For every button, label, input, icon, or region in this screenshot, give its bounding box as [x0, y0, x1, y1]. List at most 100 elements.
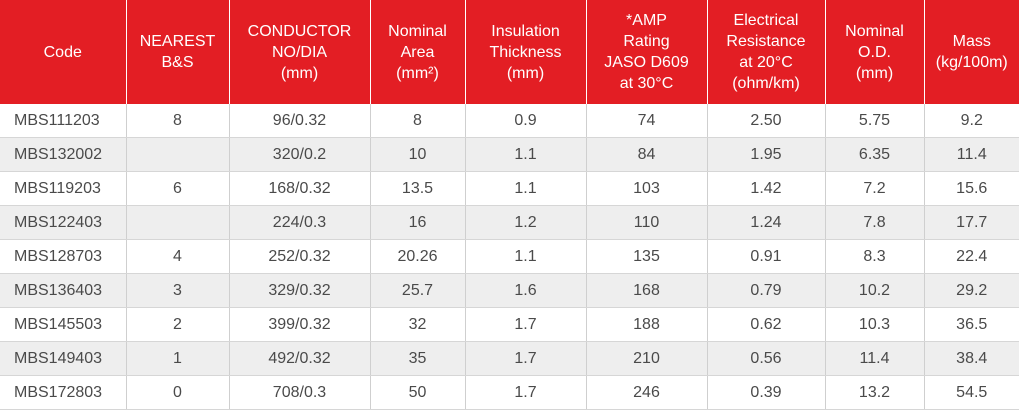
cell-nearest-bs: 6	[126, 171, 230, 206]
cell-nearest-bs: 3	[126, 273, 230, 308]
cell-code: MBS149403	[0, 341, 127, 376]
cell-conductor: 329/0.32	[229, 273, 371, 308]
cell-conductor: 320/0.2	[229, 137, 371, 172]
table-header: Code NEAREST B&S CONDUCTOR NO/DIA (mm) N…	[0, 0, 1019, 104]
cell-insulation-thickness: 1.1	[465, 137, 587, 172]
cell-nominal-area: 32	[370, 307, 466, 342]
header-line: Thickness	[489, 43, 562, 61]
header-line: Code	[43, 43, 82, 61]
header-line: (mm)	[855, 64, 894, 82]
cell-code: MBS132002	[0, 137, 127, 172]
cell-nominal-area: 8	[370, 104, 466, 138]
header-insulation-thickness: Insulation Thickness (mm)	[465, 0, 587, 104]
table-row: MBS119203 6 168/0.32 13.5 1.1 103 1.42 7.2 15.6	[0, 171, 1019, 206]
header-line: O.D.	[858, 43, 891, 61]
cell-amp-rating: 84	[586, 137, 708, 172]
table-row: MBS132002 320/0.2 10 1.1 84 1.95 6.35 11.4	[0, 137, 1019, 172]
cell-nominal-od: 5.75	[825, 104, 925, 138]
cell-nominal-od: 10.2	[825, 273, 925, 308]
cell-conductor: 224/0.3	[229, 205, 371, 240]
header-line: at 30°C	[619, 75, 674, 92]
cell-mass: 38.4	[924, 341, 1019, 376]
cell-insulation-thickness: 1.6	[465, 273, 587, 308]
cell-insulation-thickness: 1.2	[465, 205, 587, 240]
cell-nominal-area: 10	[370, 137, 466, 172]
cell-electrical-resistance: 0.91	[707, 239, 826, 274]
cell-insulation-thickness: 1.1	[465, 239, 587, 274]
cell-nominal-area: 13.5	[370, 171, 466, 206]
header-line: Mass	[952, 33, 991, 50]
header-line: NEAREST	[139, 33, 216, 50]
cell-nearest-bs: 2	[126, 307, 230, 342]
cell-conductor: 96/0.32	[229, 104, 371, 138]
table-row: MBS122403 224/0.3 16 1.2 110 1.24 7.8 17.7	[0, 205, 1019, 240]
header-line: B&S	[161, 54, 194, 71]
cell-insulation-thickness: 1.1	[465, 171, 587, 206]
table-row: MBS111203 8 96/0.32 8 0.9 74 2.50 5.75 9.2	[0, 104, 1019, 138]
table-row: MBS149403 1 492/0.32 35 1.7 210 0.56 11.4 38.4	[0, 341, 1019, 376]
cell-nominal-od: 6.35	[825, 137, 925, 172]
cell-conductor: 399/0.32	[229, 307, 371, 342]
cell-nominal-od: 7.2	[825, 171, 925, 206]
cell-mass: 17.7	[924, 205, 1019, 240]
header-nominal-od: Nominal O.D. (mm)	[825, 0, 925, 104]
cell-insulation-thickness: 1.7	[465, 341, 587, 376]
cell-nominal-od: 10.3	[825, 307, 925, 342]
cell-nearest-bs	[126, 205, 230, 240]
cell-amp-rating: 103	[586, 171, 708, 206]
cell-amp-rating: 168	[586, 273, 708, 308]
cell-nominal-od: 13.2	[825, 375, 925, 410]
header-line: Electrical	[733, 12, 799, 29]
cell-electrical-resistance: 1.24	[707, 205, 826, 240]
cell-nominal-area: 20.26	[370, 239, 466, 274]
cell-nominal-area: 25.7	[370, 273, 466, 308]
cell-mass: 29.2	[924, 273, 1019, 308]
cell-code: MBS111203	[0, 104, 127, 138]
cell-amp-rating: 135	[586, 239, 708, 274]
header-electrical-resistance: Electrical Resistance at 20°C (ohm/km)	[707, 0, 826, 104]
cell-electrical-resistance: 0.39	[707, 375, 826, 410]
header-line: (mm)	[280, 64, 319, 82]
cell-conductor: 492/0.32	[229, 341, 371, 376]
header-line: Area	[400, 43, 435, 61]
header-line: *AMP	[626, 12, 667, 29]
cell-electrical-resistance: 1.42	[707, 171, 826, 206]
cell-mass: 54.5	[924, 375, 1019, 410]
cell-amp-rating: 246	[586, 375, 708, 410]
cell-nominal-area: 35	[370, 341, 466, 376]
table-row: MBS136403 3 329/0.32 25.7 1.6 168 0.79 10.2 29.2	[0, 273, 1019, 308]
cell-nearest-bs: 1	[126, 341, 230, 376]
header-line: JASO D609	[604, 54, 689, 71]
table-row: MBS145503 2 399/0.32 32 1.7 188 0.62 10.3 36.5	[0, 307, 1019, 342]
cell-mass: 15.6	[924, 171, 1019, 206]
cell-nominal-od: 11.4	[825, 341, 925, 376]
cell-amp-rating: 188	[586, 307, 708, 342]
cell-code: MBS122403	[0, 205, 127, 240]
cell-amp-rating: 74	[586, 104, 708, 138]
cell-code: MBS136403	[0, 273, 127, 308]
cell-nearest-bs: 0	[126, 375, 230, 410]
header-line: Nominal	[845, 22, 904, 40]
header-line: NO/DIA	[271, 43, 328, 61]
header-line: (ohm/km)	[732, 75, 800, 92]
cell-insulation-thickness: 0.9	[465, 104, 587, 138]
cell-amp-rating: 210	[586, 341, 708, 376]
cell-nearest-bs: 8	[126, 104, 230, 138]
cell-nearest-bs: 4	[126, 239, 230, 274]
cell-conductor: 252/0.32	[229, 239, 371, 274]
cell-mass: 11.4	[924, 137, 1019, 172]
header-line: CONDUCTOR	[247, 22, 352, 40]
header-line: Rating	[623, 33, 670, 50]
header-amp-rating: *AMP Rating JASO D609 at 30°C	[586, 0, 708, 104]
cell-mass: 22.4	[924, 239, 1019, 274]
cell-nominal-area: 50	[370, 375, 466, 410]
header-line: Insulation	[491, 22, 560, 40]
cell-electrical-resistance: 2.50	[707, 104, 826, 138]
header-row: Code NEAREST B&S CONDUCTOR NO/DIA (mm) N…	[0, 0, 1019, 104]
header-line: at 20°C	[739, 54, 793, 71]
header-nearest-bs: NEAREST B&S	[126, 0, 230, 104]
cell-code: MBS145503	[0, 307, 127, 342]
header-mass: Mass (kg/100m)	[924, 0, 1019, 104]
cell-nominal-od: 8.3	[825, 239, 925, 274]
table-row: MBS172803 0 708/0.3 50 1.7 246 0.39 13.2 54.5	[0, 375, 1019, 410]
